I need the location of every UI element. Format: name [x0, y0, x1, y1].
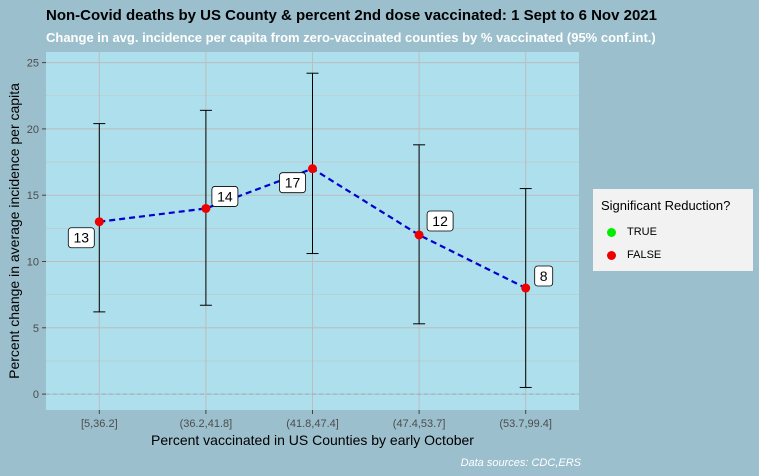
x-tick-label: [5,36.2]	[81, 418, 118, 430]
y-tick-label: 5	[33, 323, 39, 335]
y-tick-label: 0	[33, 389, 39, 401]
y-axis-title: Percent change in average incidence per …	[6, 83, 22, 379]
legend-label-false: FALSE	[627, 249, 662, 261]
x-tick-label: (36.2,41.8]	[180, 418, 233, 430]
chart-title: Non-Covid deaths by US County & percent …	[46, 7, 657, 24]
y-tick-label: 15	[27, 190, 39, 202]
data-source-caption: Data sources: CDC,ERS	[460, 457, 581, 469]
legend-key-true	[607, 227, 616, 237]
legend-item-true: TRUE	[607, 224, 657, 240]
x-tick-label: (53.7,99.4]	[499, 418, 552, 430]
legend-label-true: TRUE	[627, 226, 657, 238]
point-label: 13	[74, 230, 90, 246]
point-label-box	[211, 186, 239, 207]
y-tick-label: 20	[27, 124, 39, 136]
point-label-box	[426, 210, 454, 232]
legend-key-false	[607, 250, 616, 260]
y-tick-label: 10	[27, 256, 39, 268]
chart-subtitle: Change in avg. incidence per capita from…	[46, 30, 656, 45]
point-label: 8	[540, 268, 548, 284]
data-point	[308, 164, 317, 174]
point-label: 17	[285, 175, 301, 191]
data-point	[94, 217, 104, 227]
point-label: 12	[432, 213, 448, 229]
legend-item-false: FALSE	[607, 247, 661, 263]
legend-title: Significant Reduction?	[601, 198, 731, 213]
point-label-box	[279, 172, 306, 194]
data-point	[201, 203, 211, 213]
data-point	[414, 230, 424, 240]
point-label-box	[67, 227, 95, 249]
point-label-box	[534, 265, 554, 287]
x-tick-label: (47.4,53.7]	[393, 418, 446, 430]
y-tick-label: 25	[27, 58, 39, 70]
x-axis-title: Percent vaccinated in US Counties by ear…	[151, 432, 474, 448]
point-label: 14	[217, 188, 233, 204]
legend: Significant Reduction? TRUE FALSE	[593, 189, 753, 271]
x-tick-label: (41.8,47.4]	[286, 418, 339, 430]
data-point	[521, 283, 531, 293]
